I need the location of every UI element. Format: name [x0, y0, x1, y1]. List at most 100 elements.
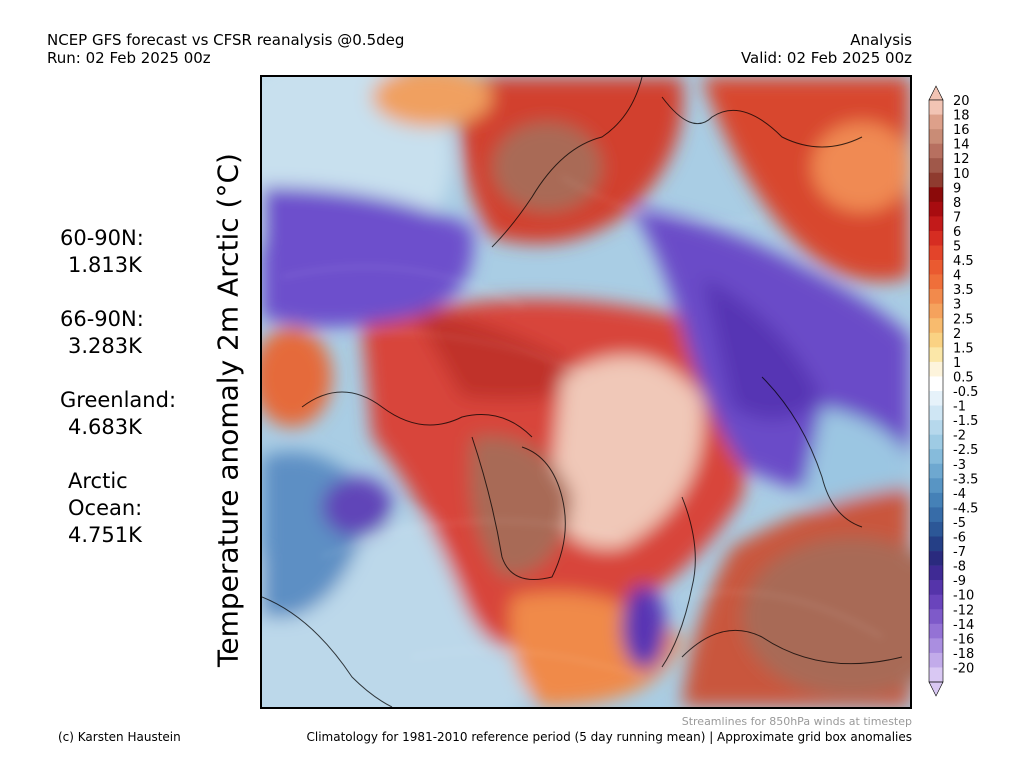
- colorbar-tick-label: -12: [953, 603, 974, 618]
- colorbar-tick-label: 16: [953, 123, 970, 138]
- colorbar-tick-label: 2.5: [953, 312, 974, 327]
- colorbar-tick-label: 5: [953, 240, 961, 255]
- colorbar-swatch: [929, 609, 943, 625]
- header-right: Analysis Valid: 02 Feb 2025 00z: [741, 31, 912, 67]
- colorbar-svg: 201816141210987654.543.532.521.510.5-0.5…: [928, 85, 978, 697]
- colorbar-swatch: [929, 580, 943, 595]
- colorbar-swatch: [929, 347, 943, 363]
- colorbar-tick-label: 3.5: [953, 283, 974, 298]
- colorbar-swatch: [929, 303, 943, 319]
- colorbar-tick-label: -5: [953, 516, 966, 531]
- colorbar-tick-label: -20: [953, 661, 974, 676]
- colorbar-tick-label: -2: [953, 429, 966, 444]
- stat-label: 66-90N:: [60, 307, 144, 331]
- colorbar-swatch: [929, 536, 943, 552]
- colorbar-swatch: [929, 158, 943, 174]
- colorbar-tick-label: -7: [953, 545, 966, 560]
- anomaly-map: [260, 75, 912, 709]
- colorbar-tick-label: -3: [953, 458, 966, 473]
- colorbar-tick-label: -1: [953, 400, 966, 415]
- stat-value: 3.283K: [68, 334, 142, 358]
- colorbar-tick-label: -8: [953, 560, 966, 575]
- colorbar-swatch: [929, 187, 943, 203]
- colorbar-swatch: [929, 449, 943, 465]
- colorbar-tick-label: 10: [953, 167, 970, 182]
- colorbar-tick-label: -4.5: [953, 501, 978, 516]
- colorbar-swatch: [929, 230, 943, 246]
- colorbar-tick-label: 1.5: [953, 341, 974, 356]
- colorbar-swatch: [929, 332, 943, 348]
- header-left: NCEP GFS forecast vs CFSR reanalysis @0.…: [47, 31, 404, 67]
- colorbar-swatch: [929, 420, 943, 435]
- valid-time: Valid: 02 Feb 2025 00z: [740, 49, 912, 67]
- colorbar-swatch: [929, 100, 943, 115]
- colorbar-tick-label: 4.5: [953, 254, 974, 269]
- colorbar-tick-label: -0.5: [953, 385, 978, 400]
- colorbar-tick-label: -14: [953, 618, 974, 633]
- stat-66-90n: 66-90N: 3.283K: [60, 306, 178, 360]
- colorbar-swatch: [929, 565, 943, 581]
- colorbar-swatch: [929, 521, 943, 537]
- stat-label: Greenland:: [60, 388, 177, 412]
- colorbar-swatch: [929, 318, 943, 334]
- analysis-label: Analysis: [850, 31, 912, 49]
- climatology-note: Climatology for 1981-2010 reference peri…: [306, 730, 913, 744]
- colorbar-swatch: [929, 551, 943, 566]
- colorbar-swatch: [929, 507, 943, 523]
- colorbar-swatch: [929, 638, 943, 654]
- colorbar-swatch: [929, 376, 943, 392]
- y-axis-label: Temperature anomaly 2m Arctic (°C): [211, 153, 245, 667]
- colorbar-tick-label: -1.5: [953, 414, 978, 429]
- colorbar-tick-label: 12: [953, 152, 970, 167]
- colorbar-tick-label: 7: [953, 210, 961, 225]
- colorbar-tick-label: -4: [953, 487, 966, 502]
- stat-value: 1.813K: [68, 253, 142, 277]
- colorbar-swatch: [929, 478, 943, 494]
- chart-title: NCEP GFS forecast vs CFSR reanalysis @0.…: [47, 31, 405, 49]
- colorbar-swatch: [929, 391, 943, 406]
- colorbar-tick-label: 2: [953, 327, 961, 342]
- colorbar-swatch: [929, 652, 943, 668]
- stat-value: 4.683K: [68, 415, 142, 439]
- colorbar-swatch: [929, 667, 943, 683]
- colorbar-swatch: [929, 405, 943, 421]
- stat-label: 60-90N:: [60, 226, 144, 250]
- colorbar-swatch: [929, 289, 943, 304]
- streamline-note: Streamlines for 850hPa winds at timestep: [681, 715, 912, 728]
- colorbar-tick-label: -9: [953, 574, 966, 589]
- stat-greenland: Greenland: 4.683K: [60, 387, 178, 441]
- colorbar-swatch: [929, 143, 943, 159]
- colorbar-frame: [928, 99, 944, 683]
- colorbar-swatch: [929, 492, 943, 508]
- colorbar-tick-label: -3.5: [953, 472, 978, 487]
- colorbar-tick-label: 18: [953, 109, 970, 124]
- colorbar-swatch: [929, 201, 943, 217]
- colorbar-tick-label: -2.5: [953, 443, 978, 458]
- colorbar-tick-label: -16: [953, 632, 974, 647]
- colorbar-swatch: [929, 129, 943, 144]
- colorbar-tick-label: 20: [953, 94, 970, 109]
- colorbar-swatch: [929, 463, 943, 479]
- stat-value: 4.751K: [68, 523, 142, 547]
- colorbar-max-arrow: [928, 85, 944, 101]
- colorbar-tick-label: -10: [953, 589, 974, 604]
- colorbar-tick-label: 0.5: [953, 370, 974, 385]
- colorbar-tick-label: -18: [953, 647, 974, 662]
- colorbar-swatch: [929, 361, 943, 377]
- colorbar-tick-label: 1: [953, 356, 961, 371]
- stat-arctic-ocean: Arctic Ocean: 4.751K: [60, 468, 178, 549]
- colorbar-min-arrow: [928, 681, 944, 697]
- colorbar-tick-label: 8: [953, 196, 961, 211]
- colorbar-swatch: [929, 172, 943, 188]
- colorbar-swatch: [929, 114, 943, 130]
- colorbar-swatch: [929, 245, 943, 261]
- colorbar-tick-label: 3: [953, 298, 961, 313]
- colorbar-swatch: [929, 260, 943, 275]
- colorbar-swatch: [929, 594, 943, 610]
- regional-stats: 60-90N: 1.813K 66-90N: 3.283K Greenland:…: [60, 225, 178, 576]
- colorbar-swatch: [929, 434, 943, 450]
- colorbar: 20 18 16 14 12 10 9 8 7 6 5 4.5 4 3.5 3 2.5 2 1.5 1 0.5 -0.5…: [928, 85, 999, 706]
- run-time: Run: 02 Feb 2025 00z: [47, 49, 211, 67]
- colorbar-swatch: [929, 623, 943, 639]
- colorbar-tick-label: -6: [953, 531, 966, 546]
